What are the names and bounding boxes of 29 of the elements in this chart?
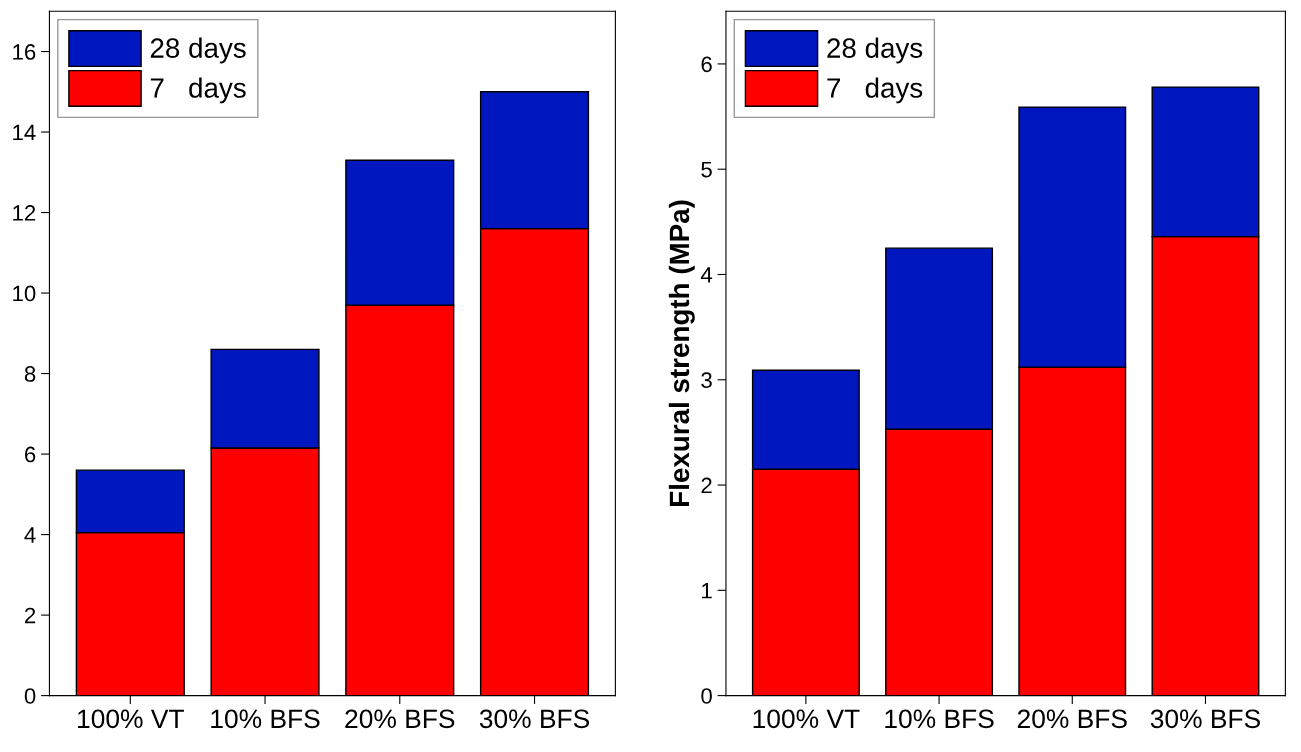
y-tick-label: 16 — [13, 44, 36, 60]
y-tick-label: 3 — [701, 372, 712, 389]
y-tick-label: 0 — [24, 688, 36, 704]
legend-label: 28 days — [150, 37, 246, 64]
x-tick-label: 100% VT — [78, 709, 184, 729]
legend-label: 28 days — [827, 37, 923, 64]
legend-label: 7 days — [150, 77, 246, 104]
x-tick-label: 30% BFS — [479, 709, 590, 729]
x-tick-label: 100% VT — [753, 709, 860, 729]
y-tick-label: 4 — [24, 527, 36, 543]
y-tick-label: 2 — [25, 607, 36, 624]
x-tick-label: 20% BFS — [345, 709, 455, 729]
y-tick-label: 12 — [13, 205, 36, 221]
y-tick-label: 0 — [701, 688, 712, 704]
y-tick-label: 1 — [702, 583, 712, 599]
x-tick-label: 30% BFS — [1150, 709, 1260, 729]
y-axis-title: Flexural strength (MPa) — [668, 200, 695, 506]
legend-label: 7 days — [827, 77, 923, 104]
y-tick-label: 6 — [701, 56, 712, 73]
y-tick-label: 6 — [25, 446, 36, 463]
y-tick-label: 2 — [701, 477, 712, 494]
y-tick-label: 14 — [13, 124, 36, 141]
x-tick-label: 10% BFS — [211, 709, 320, 729]
x-tick-label: 20% BFS — [1017, 709, 1127, 729]
x-tick-label: 10% BFS — [885, 709, 994, 729]
y-tick-label: 5 — [701, 161, 712, 178]
y-tick-label: 10 — [13, 285, 36, 302]
y-tick-label: 8 — [24, 366, 36, 382]
y-tick-label: 4 — [700, 267, 713, 283]
